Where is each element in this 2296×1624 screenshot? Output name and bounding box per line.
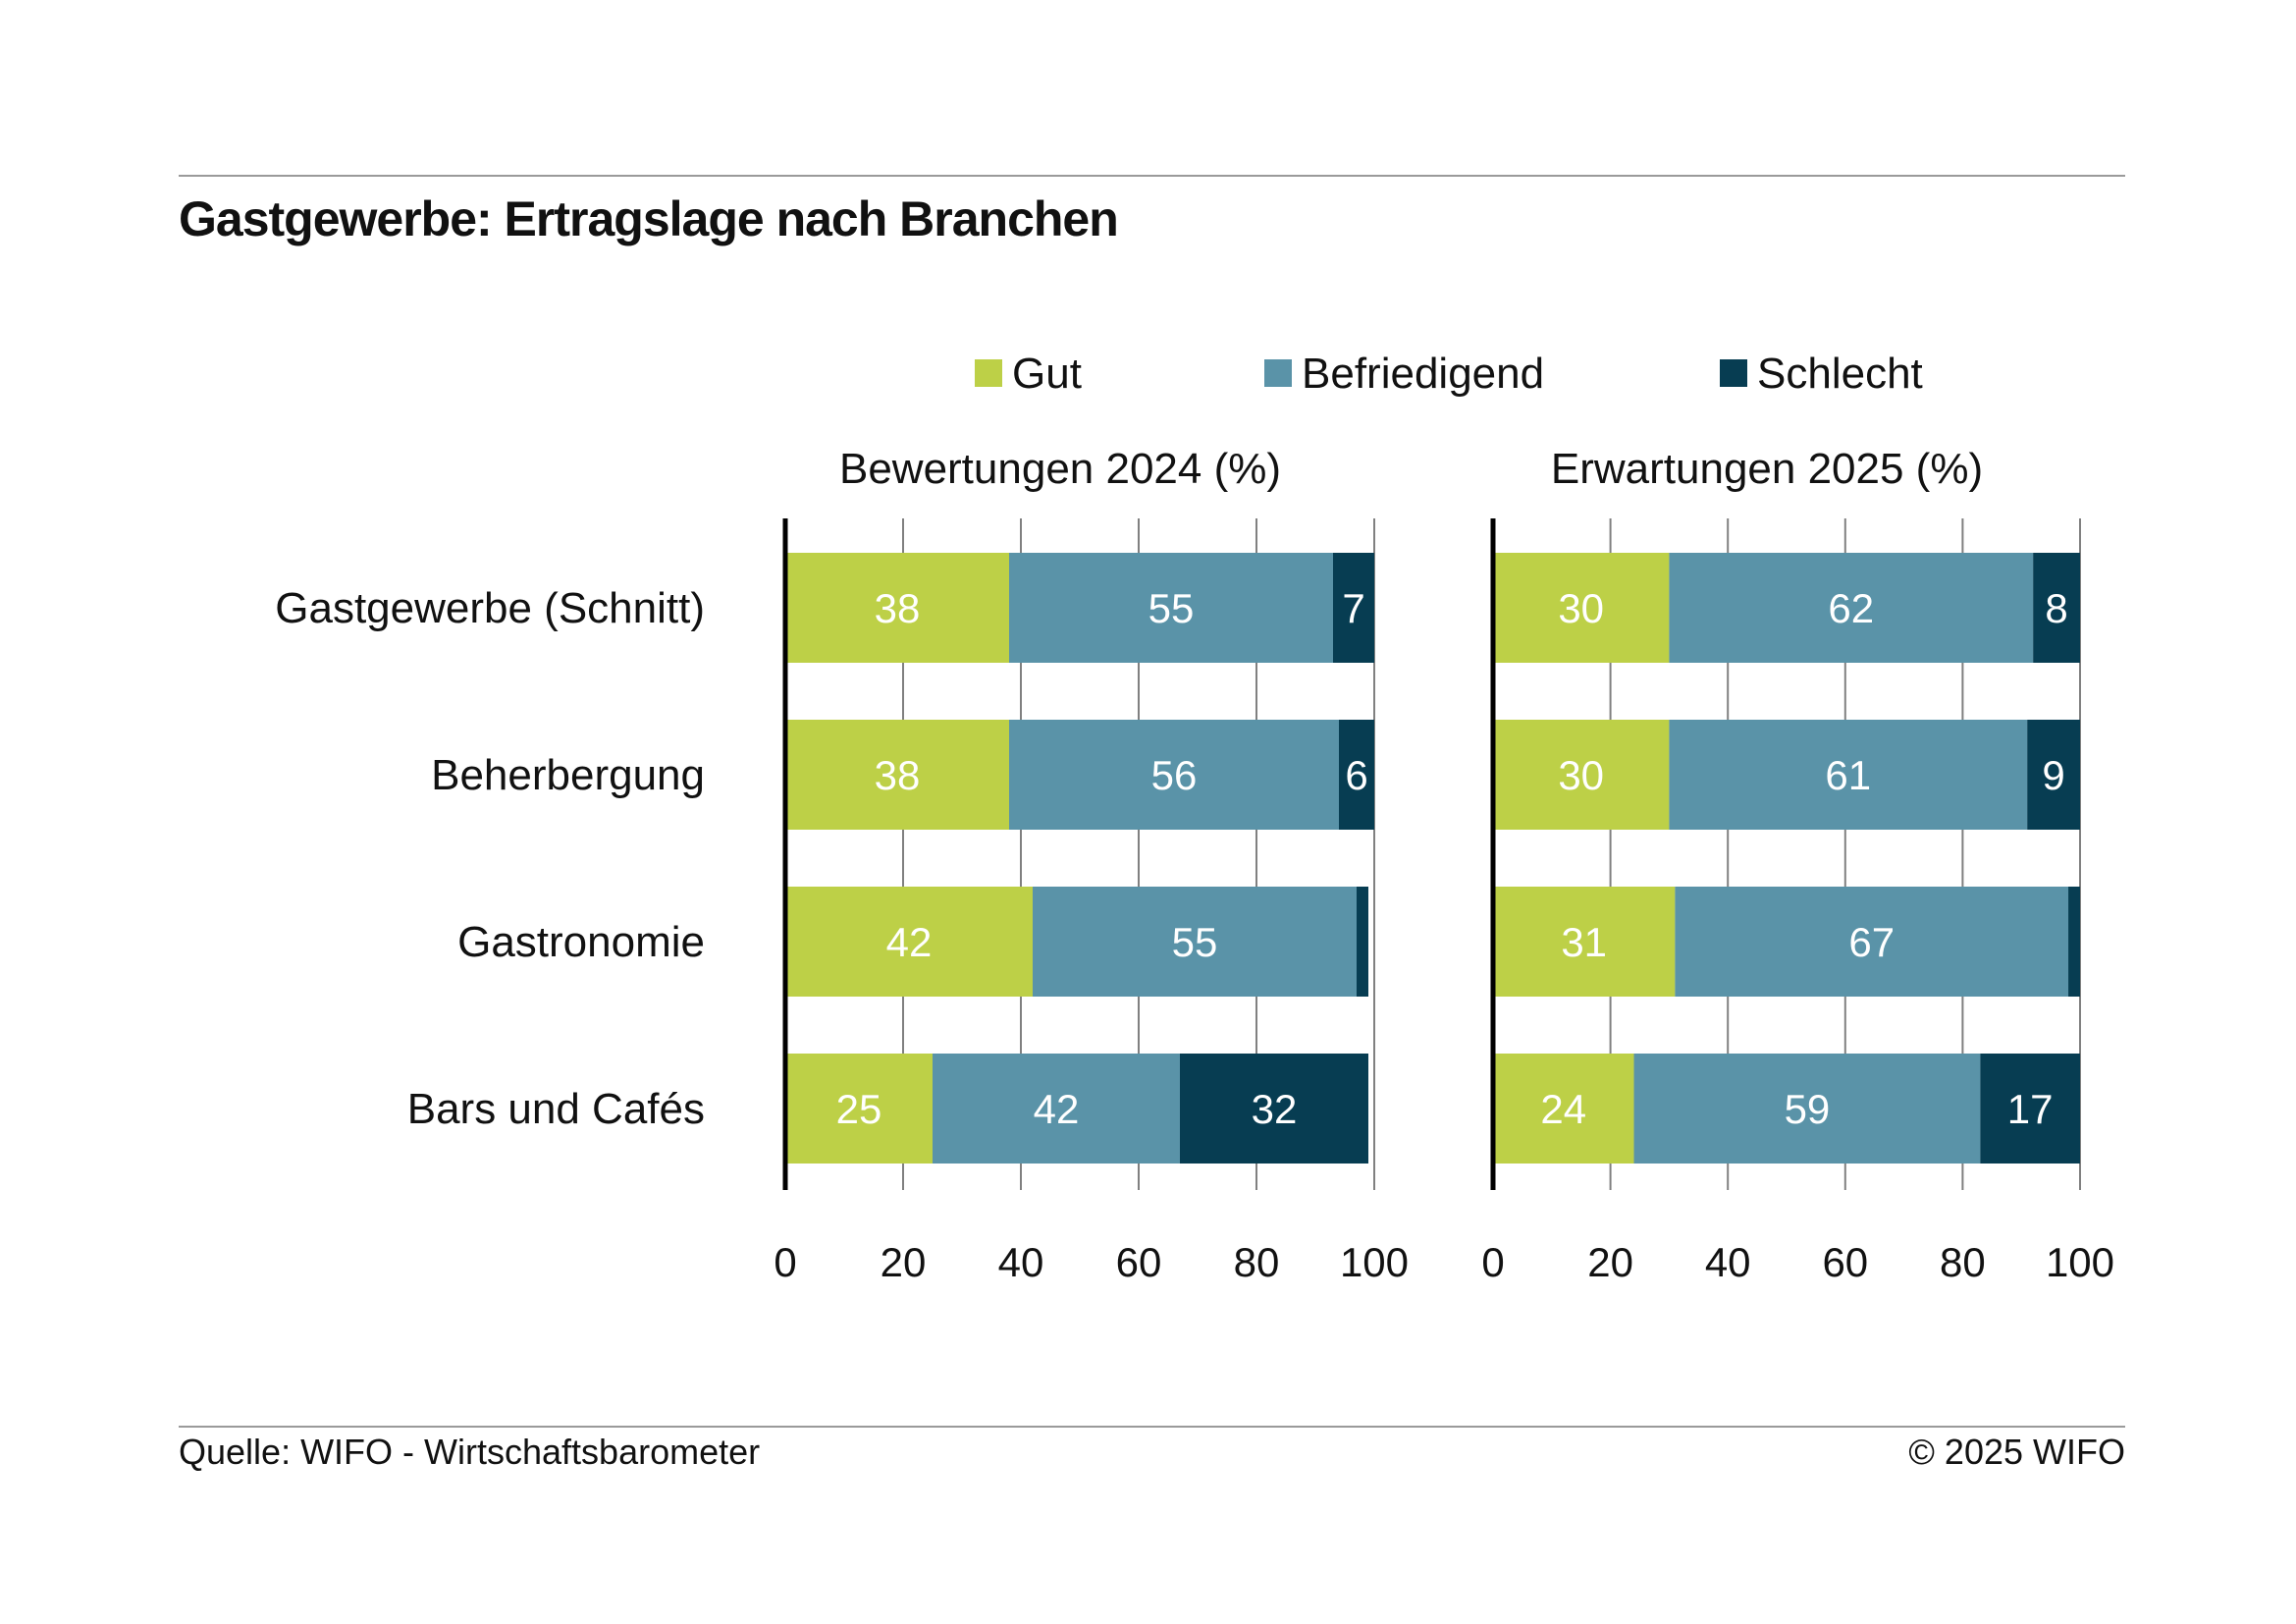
bar-value-label: 38 [875,752,921,798]
bar-gut [1493,887,1676,997]
bar-befriedigend [1669,720,2028,830]
bar-gut [785,720,1009,830]
bar-value-label: 38 [875,585,921,631]
bar-befriedigend [1009,720,1339,830]
bar-schlecht [1357,887,1368,997]
x-tick-label: 100 [1340,1239,1409,1285]
bar-befriedigend [1009,553,1333,663]
x-tick-label: 40 [998,1239,1044,1285]
legend-swatch-schlecht [1720,359,1747,387]
bar-befriedigend [1675,887,2069,997]
bar-value-label: 8 [2045,585,2067,631]
category-label: Gastronomie [457,918,705,966]
bar-value-label: 24 [1540,1086,1586,1132]
x-tick-label: 60 [1116,1239,1162,1285]
bar-value-label: 31 [1561,919,1607,965]
legend-swatch-befriedigend [1264,359,1292,387]
bar-gut [785,1054,933,1164]
bar-value-label: 25 [836,1086,882,1132]
bar-schlecht [1333,553,1374,663]
bar-value-label: 30 [1558,752,1604,798]
x-tick-label: 0 [1481,1239,1504,1285]
bar-gut [785,887,1033,997]
bar-schlecht [1980,1054,2080,1164]
legend-swatch-gut [975,359,1002,387]
bar-schlecht [1180,1054,1368,1164]
panel-title-2: Erwartungen 2025 (%) [1551,445,1983,493]
x-tick-label: 80 [1234,1239,1280,1285]
bar-value-label: 42 [886,919,933,965]
bar-gut [785,553,1009,663]
x-tick-label: 20 [1587,1239,1633,1285]
bar-value-label: 32 [1252,1086,1298,1132]
bar-value-label: 55 [1148,585,1195,631]
bar-schlecht [1339,720,1374,830]
x-tick-label: 40 [1705,1239,1751,1285]
bar-value-label: 61 [1825,752,1871,798]
bar-schlecht [2033,553,2080,663]
legend-label-gut: Gut [1012,350,1082,398]
bar-value-label: 30 [1558,585,1604,631]
bar-value-label: 7 [1342,585,1364,631]
bar-gut [1493,1054,1634,1164]
copyright-note: © 2025 WIFO [1908,1432,2125,1472]
category-label: Beherbergung [431,751,705,799]
bar-value-label: 62 [1828,585,1874,631]
category-label: Gastgewerbe (Schnitt) [275,584,705,632]
bar-gut [1493,553,1670,663]
bar-schlecht [2068,887,2080,997]
bottom-rule [179,1426,2125,1428]
bar-value-label: 59 [1785,1086,1831,1132]
bar-value-label: 9 [2042,752,2064,798]
bar-befriedigend [933,1054,1180,1164]
bar-value-label: 55 [1172,919,1218,965]
x-tick-label: 20 [881,1239,927,1285]
panel-title-1: Bewertungen 2024 (%) [839,445,1281,493]
bar-value-label: 6 [1345,752,1367,798]
legend-label-befriedigend: Befriedigend [1302,350,1544,398]
x-tick-label: 60 [1822,1239,1868,1285]
x-tick-label: 100 [2046,1239,2114,1285]
bar-schlecht [2027,720,2080,830]
bar-value-label: 56 [1151,752,1198,798]
bar-value-label: 42 [1034,1086,1080,1132]
x-tick-label: 0 [774,1239,796,1285]
bar-befriedigend [1669,553,2034,663]
bar-befriedigend [1033,887,1357,997]
chart-title: Gastgewerbe: Ertragslage nach Branchen [179,191,1119,246]
bar-value-label: 17 [2007,1086,2054,1132]
bar-befriedigend [1633,1054,1981,1164]
bar-value-label: 67 [1848,919,1895,965]
category-label: Bars und Cafés [407,1085,705,1133]
top-rule [179,175,2125,177]
legend-label-schlecht: Schlecht [1757,350,1923,398]
bar-gut [1493,720,1670,830]
x-tick-label: 80 [1940,1239,1986,1285]
source-note: Quelle: WIFO - Wirtschaftsbarometer [179,1432,761,1472]
